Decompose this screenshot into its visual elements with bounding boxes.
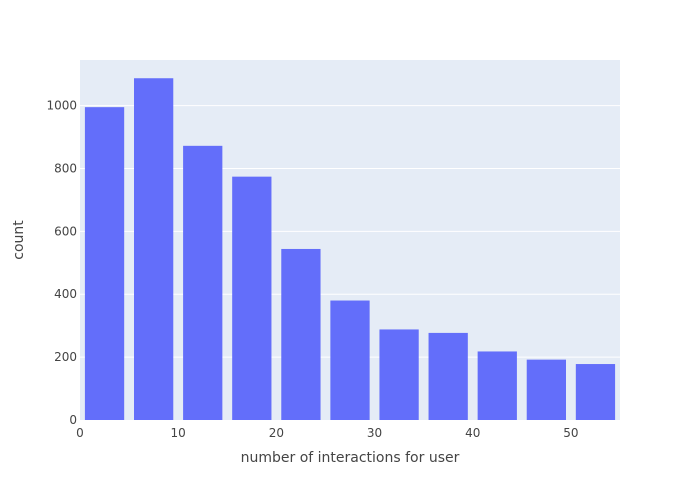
bar <box>134 78 174 420</box>
bar <box>183 145 223 421</box>
y-tick-label: 600 <box>54 224 77 238</box>
bar <box>330 300 370 420</box>
bar <box>575 364 616 420</box>
bar <box>232 176 272 420</box>
y-tick-label: 200 <box>54 350 77 364</box>
y-tick-label: 800 <box>54 161 77 175</box>
y-tick-label: 1000 <box>46 99 77 113</box>
y-tick-label: 400 <box>54 287 77 301</box>
bar <box>84 107 125 421</box>
x-tick-label: 0 <box>76 426 84 440</box>
x-tick-labels: 0 10 20 30 40 50 <box>76 426 578 440</box>
y-axis-title: count <box>11 220 27 260</box>
bar <box>428 332 468 420</box>
y-tick-label: 0 <box>69 413 77 427</box>
x-tick-label: 20 <box>269 426 284 440</box>
x-tick-label: 30 <box>367 426 382 440</box>
bar <box>281 248 321 420</box>
bar <box>477 351 517 420</box>
bar <box>379 329 419 420</box>
y-tick-labels: 0 200 400 600 800 1000 <box>46 99 77 427</box>
x-tick-label: 40 <box>465 426 480 440</box>
bars <box>84 78 616 421</box>
x-axis-title: number of interactions for user <box>241 450 460 466</box>
x-tick-label: 10 <box>171 426 186 440</box>
bar <box>526 359 566 420</box>
x-tick-label: 50 <box>563 426 578 440</box>
